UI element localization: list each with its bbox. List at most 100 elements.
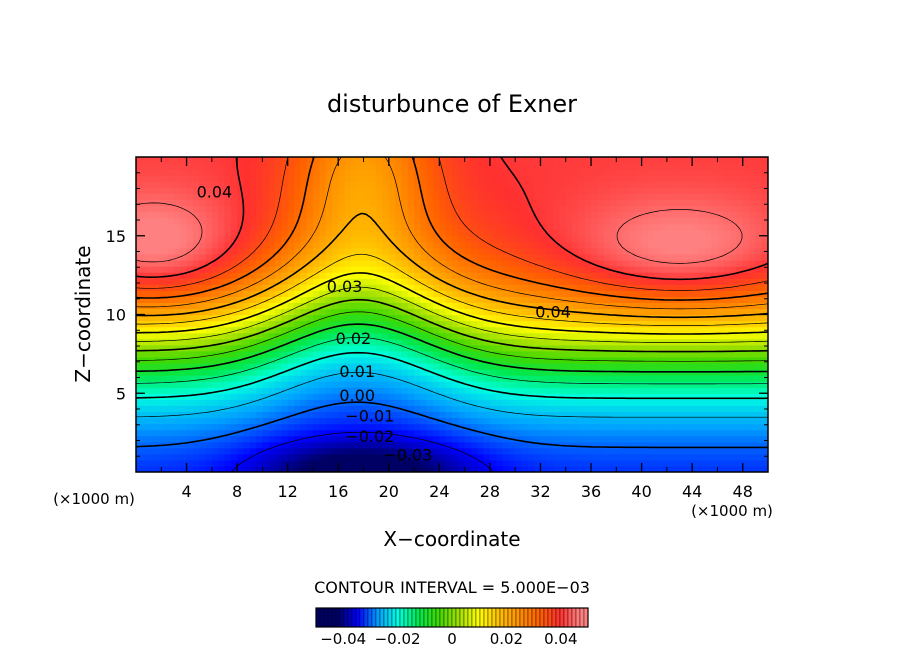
field-cell [559,308,567,316]
field-cell [211,247,219,255]
field-cell [136,223,143,231]
field-cell [136,181,143,188]
field-cell [363,272,371,279]
field-cell [136,235,143,243]
field-cell [559,350,567,358]
field-cell [357,205,365,213]
field-cell [136,308,143,316]
field-cell [224,381,232,388]
field-cell [628,441,636,449]
field-cell [350,362,358,370]
field-cell [237,290,245,297]
field-cell [666,199,674,207]
field-cell [395,278,403,285]
field-cell [477,393,485,400]
field-cell [761,181,768,188]
field-cell [578,399,586,406]
field-cell [584,211,592,219]
field-cell [452,405,459,413]
field-cell [622,405,630,413]
field-cell [565,350,573,358]
field-cell [553,399,561,406]
field-cell [376,308,384,316]
field-cell [628,308,636,316]
field-cell [483,465,491,472]
field-cell [312,350,320,358]
field-cell [679,302,687,310]
field-cell [755,350,763,358]
field-cell [287,229,295,237]
field-cell [679,387,687,394]
field-cell [344,247,352,255]
field-cell [647,314,655,322]
field-cell [319,441,327,449]
field-cell [218,284,226,291]
field-cell [654,338,662,346]
field-cell [559,290,567,297]
field-cell [363,405,371,413]
field-cell [723,429,731,437]
field-cell [470,447,478,455]
field-cell [287,399,295,406]
field-cell [489,205,497,213]
field-cell [591,193,598,201]
field-cell [666,241,674,249]
field-cell [224,253,232,261]
field-cell [243,199,251,207]
field-cell [502,447,510,455]
field-cell [698,199,706,207]
field-cell [521,187,529,194]
field-cell [610,266,617,273]
field-cell [635,417,643,425]
field-cell [559,272,567,279]
field-cell [711,320,719,328]
field-cell [616,181,624,188]
field-cell [331,381,339,388]
field-cell [723,290,731,297]
field-cell [761,356,768,364]
field-cell [546,290,554,297]
field-cell [414,211,421,219]
field-cell [211,308,219,316]
field-cell [376,205,384,213]
field-cell [192,375,200,382]
field-cell [673,217,681,225]
field-cell [742,350,750,358]
field-cell [508,296,516,303]
field-cell [521,175,529,182]
field-cell [382,199,390,207]
field-cell [357,459,365,467]
field-cell [692,441,700,449]
field-cell [230,320,238,328]
field-cell [300,326,308,334]
field-cell [388,423,396,431]
field-cell [603,229,611,237]
field-cell [224,193,232,201]
field-cell [666,375,674,382]
field-cell [565,423,573,431]
field-cell [527,369,535,376]
field-cell [477,350,485,358]
field-cell [654,217,662,225]
field-cell [167,369,175,376]
field-cell [660,199,668,207]
field-cell [300,338,308,346]
field-cell [363,181,371,188]
field-cell [578,405,586,413]
field-cell [407,320,415,328]
field-cell [382,375,390,382]
field-cell [192,223,200,231]
field-cell [281,253,289,261]
field-cell [489,199,497,207]
field-cell [717,375,725,382]
field-cell [521,344,529,352]
field-cell [761,217,768,225]
field-cell [243,241,251,249]
field-cell [692,290,700,297]
field-cell [527,193,535,201]
field-cell [698,465,706,472]
field-cell [534,314,542,322]
field-cell [635,356,643,364]
field-cell [439,465,447,472]
field-cell [483,284,491,291]
